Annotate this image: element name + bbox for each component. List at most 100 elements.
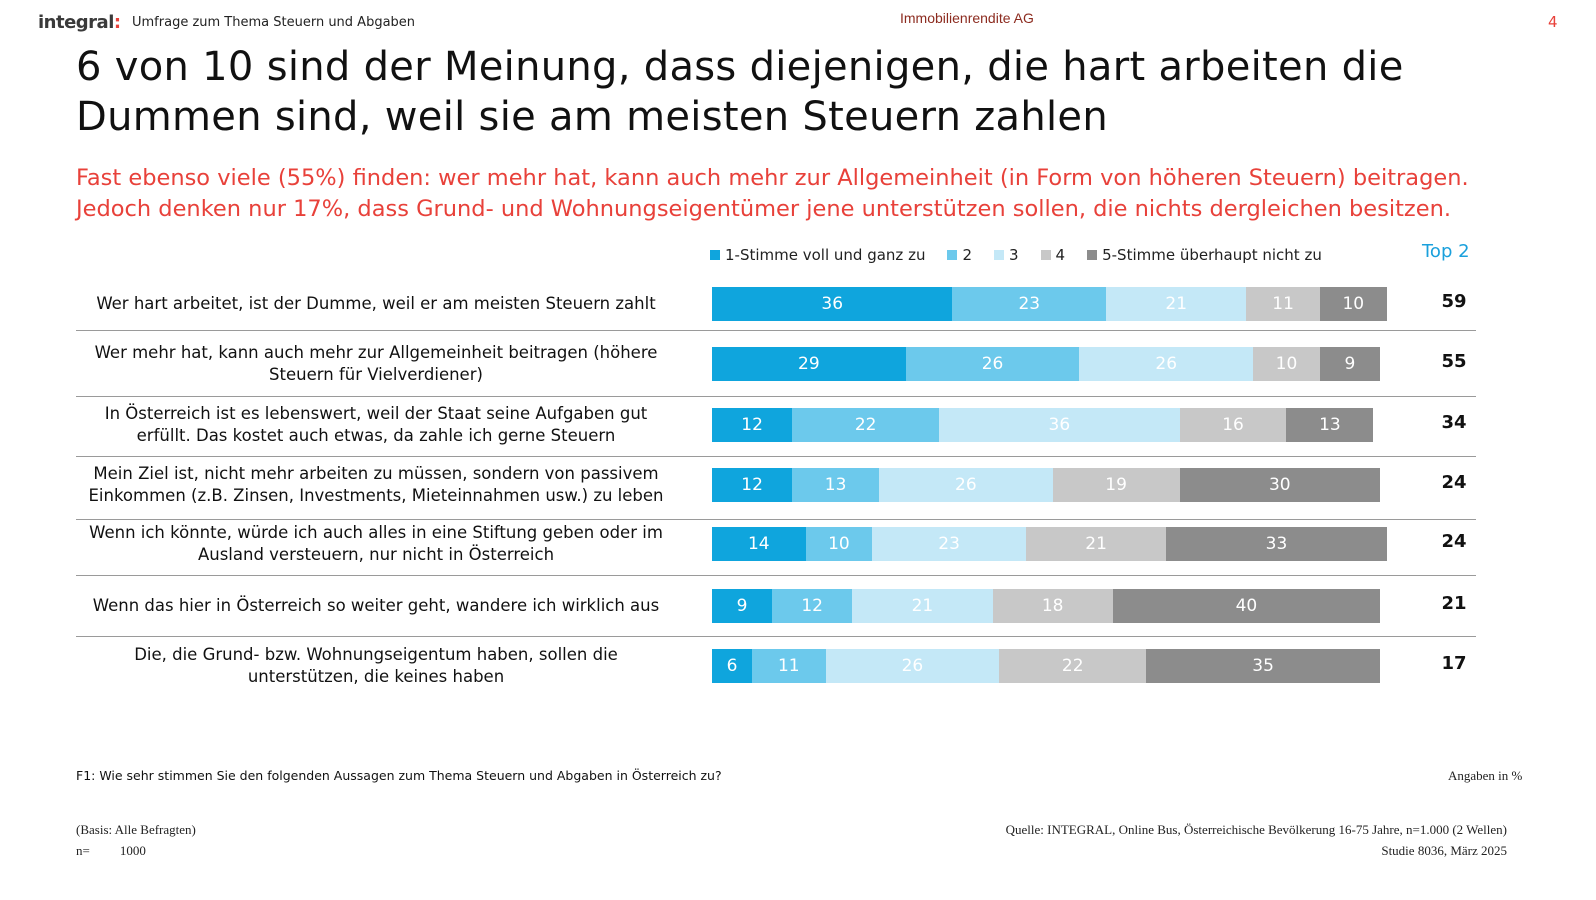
bar-segment: 26 <box>879 468 1053 502</box>
top2-header: Top 2 <box>1422 241 1470 262</box>
bar-segment: 40 <box>1112 589 1380 623</box>
row-divider <box>76 636 1476 637</box>
bar-segment: 21 <box>1025 527 1167 561</box>
study-text: Studie 8036, März 2025 <box>1381 843 1507 858</box>
bar-segment: 10 <box>1253 347 1320 381</box>
segment-value-label: 30 <box>1268 475 1291 495</box>
category-label: Wenn ich könnte, würde ich auch alles in… <box>56 522 696 566</box>
top2-value: 24 <box>1441 531 1467 552</box>
segment-value-label: 40 <box>1235 596 1258 616</box>
top2-value: 59 <box>1441 291 1467 312</box>
bar-segment: 18 <box>992 589 1113 623</box>
basis-text: (Basis: Alle Befragten) <box>76 822 196 837</box>
legend-item-4: 4 <box>1040 246 1066 264</box>
bar-segment: 36 <box>939 408 1180 442</box>
segment-value-label: 36 <box>821 294 844 314</box>
bar-segment: 30 <box>1179 468 1380 502</box>
bar-segment: 12 <box>712 408 793 442</box>
legend-label: 2 <box>962 246 972 264</box>
category-label: Wer mehr hat, kann auch mehr zur Allgeme… <box>56 342 696 386</box>
survey-title: Umfrage zum Thema Steuern und Abgaben <box>132 15 416 30</box>
bar-segment: 13 <box>792 468 879 502</box>
category-label: Wer hart arbeitet, ist der Dumme, weil e… <box>56 293 696 315</box>
bar-segment: 14 <box>712 527 806 561</box>
segment-value-label: 21 <box>1085 534 1107 554</box>
segment-value-label: 19 <box>1105 475 1127 495</box>
segment-value-label: 6 <box>726 656 738 676</box>
segment-value-label: 9 <box>736 596 748 616</box>
bar-segment: 22 <box>792 408 940 442</box>
segment-value-label: 35 <box>1252 656 1274 676</box>
top2-value: 34 <box>1441 412 1467 433</box>
bar-segment: 23 <box>952 287 1107 321</box>
segment-value-label: 36 <box>1048 415 1071 435</box>
segment-value-label: 11 <box>777 656 800 676</box>
slide-subtitle: Fast ebenso viele (55%) finden: wer mehr… <box>76 163 1576 225</box>
bar-segment: 9 <box>1319 347 1380 381</box>
segment-value-label: 13 <box>824 475 847 495</box>
bar-segment: 33 <box>1166 527 1387 561</box>
segment-value-label: 23 <box>938 534 960 554</box>
top2-value: 17 <box>1441 653 1467 674</box>
legend-item-5: 5-Stimme überhaupt nicht zu <box>1087 246 1322 264</box>
top2-value: 21 <box>1441 593 1467 614</box>
bar-segment: 26 <box>1079 347 1254 381</box>
bar-segment: 21 <box>852 589 993 623</box>
page-number: 4 <box>1548 13 1558 31</box>
bar-segment: 16 <box>1179 408 1287 442</box>
category-label-line: Wenn das hier in Österreich so weiter ge… <box>92 596 660 615</box>
segment-value-label: 10 <box>828 534 850 554</box>
bar-segment: 29 <box>712 347 906 381</box>
category-label: Die, die Grund- bzw. Wohnungseigentum ha… <box>56 644 696 688</box>
bar-segment: 19 <box>1052 468 1180 502</box>
category-label-line: Steuern für Vielverdiener) <box>269 365 483 384</box>
segment-value-label: 33 <box>1265 534 1288 554</box>
row-divider <box>76 330 1476 331</box>
bar-segment: 10 <box>1319 287 1387 321</box>
segment-value-label: 29 <box>798 354 820 374</box>
bar-segment: 9 <box>712 589 773 623</box>
category-label-line: Wer hart arbeitet, ist der Dumme, weil e… <box>96 294 656 313</box>
segment-value-label: 22 <box>1061 656 1084 676</box>
row-divider <box>76 575 1476 576</box>
category-label-line: In Österreich ist es lebenswert, weil de… <box>104 404 648 423</box>
question-text: F1: Wie sehr stimmen Sie den folgenden A… <box>76 768 722 783</box>
segment-value-label: 21 <box>1165 294 1188 314</box>
integral-logo: integral: <box>38 12 121 33</box>
segment-value-label: 23 <box>1018 294 1041 314</box>
sample-size: n= 1000 <box>76 843 146 858</box>
segment-value-label: 11 <box>1272 294 1294 314</box>
segment-value-label: 26 <box>955 475 977 495</box>
bar-segment: 36 <box>712 287 953 321</box>
category-label-line: Einkommen (z.B. Zinsen, Investments, Mie… <box>88 486 664 505</box>
bar-segment: 26 <box>905 347 1080 381</box>
title-line: Dummen sind, weil sie am meisten Steuern… <box>76 94 1108 140</box>
source-text: Quelle: INTEGRAL, Online Bus, Österreich… <box>1005 822 1507 837</box>
row-divider <box>76 456 1476 457</box>
category-label-line: Ausland versteuern, nur nicht in Österre… <box>197 545 555 564</box>
legend-label: 1-Stimme voll und ganz zu <box>725 246 926 264</box>
segment-value-label: 9 <box>1344 354 1356 374</box>
category-label: Mein Ziel ist, nicht mehr arbeiten zu mü… <box>56 463 696 507</box>
title-line: 6 von 10 sind der Meinung, dass diejenig… <box>76 44 1404 90</box>
segment-value-label: 12 <box>801 596 823 616</box>
category-label-line: erfüllt. Das kostet auch etwas, da zahle… <box>136 426 616 445</box>
segment-value-label: 12 <box>741 475 763 495</box>
bar-segment: 11 <box>752 649 826 683</box>
slide-title: 6 von 10 sind der Meinung, dass diejenig… <box>76 42 1546 142</box>
segment-value-label: 13 <box>1319 415 1341 435</box>
legend-swatch <box>1087 250 1098 260</box>
legend-item-1: 1-Stimme voll und ganz zu <box>710 246 925 264</box>
legend-label: 3 <box>1009 246 1019 264</box>
unit-note: Angaben in % <box>1448 768 1523 783</box>
bar-segment: 6 <box>712 649 753 683</box>
basis-note: (Basis: Alle Befragten) n= 1000 <box>76 819 196 861</box>
segment-value-label: 18 <box>1041 596 1064 616</box>
segment-value-label: 22 <box>854 415 877 435</box>
category-label: In Österreich ist es lebenswert, weil de… <box>56 403 696 447</box>
bar-segment: 22 <box>999 649 1147 683</box>
segment-value-label: 10 <box>1342 294 1365 314</box>
legend-label: 4 <box>1055 246 1066 264</box>
company-name: Immobilienrendite AG <box>900 10 1034 26</box>
legend-swatch <box>710 250 720 260</box>
